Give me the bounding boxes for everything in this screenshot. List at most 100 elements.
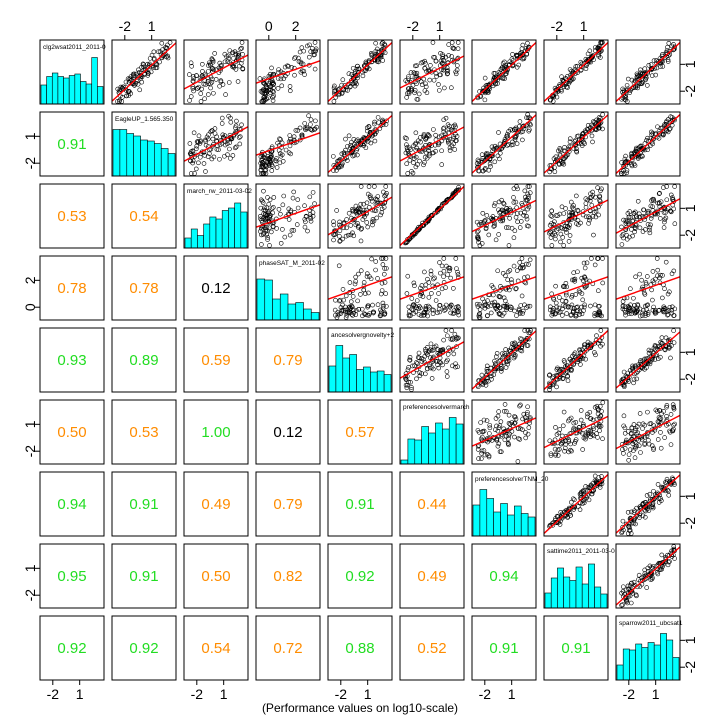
- scatter-point: [365, 224, 371, 230]
- scatter-point: [644, 83, 650, 88]
- scatter-point: [587, 48, 593, 54]
- axis-tick-label: -2: [623, 686, 636, 702]
- scatter-point: [520, 137, 525, 143]
- histogram-bar: [455, 423, 464, 465]
- scatter-point: [411, 143, 416, 149]
- axis-tick-label: 2: [22, 276, 38, 284]
- scatter-point: [648, 66, 654, 72]
- histogram-bar: [514, 505, 522, 537]
- correlation-value: 0.49: [417, 568, 446, 585]
- scatter-point: [445, 333, 450, 339]
- scatter-point: [277, 136, 282, 142]
- panel-r4-c7: [471, 255, 537, 321]
- scatter-point: [220, 134, 226, 140]
- correlation-value: 0.94: [489, 568, 518, 585]
- scatter-point: [421, 134, 426, 140]
- scatter-point: [415, 138, 421, 144]
- scatter-point: [525, 198, 530, 203]
- scatter-point: [233, 51, 239, 57]
- scatter-point: [662, 122, 667, 127]
- scatter-point: [526, 223, 531, 229]
- scatter-point: [558, 239, 563, 245]
- scatter-point: [235, 79, 241, 84]
- scatter-point: [431, 54, 436, 60]
- scatter-point: [127, 76, 133, 82]
- scatter-point: [432, 275, 437, 281]
- scatter-point: [288, 208, 294, 213]
- scatter-point: [621, 164, 627, 169]
- histogram-bar: [594, 586, 602, 609]
- scatter-point: [526, 425, 532, 430]
- scatter-point: [267, 197, 273, 203]
- panel-frame: [183, 183, 249, 249]
- scatter-point: [350, 76, 356, 81]
- scatter-point: [355, 152, 360, 158]
- scatter-point: [219, 121, 225, 126]
- scatter-point: [592, 473, 598, 479]
- scatter-point: [422, 58, 428, 64]
- scatter-point: [574, 148, 579, 154]
- scatter-point: [525, 40, 530, 46]
- scatter-point: [455, 63, 460, 68]
- scatter-point: [657, 59, 663, 64]
- scatter-point: [418, 79, 424, 84]
- scatter-point: [515, 211, 520, 216]
- histogram-bar: [414, 439, 422, 465]
- scatter-point: [263, 167, 269, 173]
- scatter-point: [196, 160, 201, 166]
- fit-line: [327, 42, 393, 102]
- scatter-point: [408, 86, 414, 91]
- scatter-point: [355, 298, 360, 304]
- histogram-bar: [493, 511, 501, 537]
- scatter-point: [384, 118, 390, 124]
- scatter-point: [501, 200, 506, 206]
- panel-frame: [255, 183, 321, 249]
- scatter-point: [635, 199, 641, 204]
- scatter-point: [515, 219, 520, 225]
- scatter-point: [574, 146, 579, 152]
- scatter-point: [265, 156, 271, 162]
- scatter-point: [562, 145, 567, 150]
- scatter-point: [353, 279, 359, 284]
- axis-tick-label: 1: [22, 420, 38, 428]
- panel-r2-c3: [183, 111, 249, 177]
- panel-r8-c5: 0.92: [327, 543, 393, 609]
- scatter-point: [452, 331, 458, 337]
- scatter-point: [413, 130, 419, 136]
- scatter-point: [375, 194, 381, 199]
- scatter-point: [642, 72, 648, 77]
- scatter-point: [492, 358, 497, 364]
- scatter-point: [658, 445, 664, 451]
- scatter-point: [202, 153, 208, 158]
- scatter-point: [659, 552, 665, 558]
- scatter-point: [637, 225, 643, 231]
- scatter-point: [258, 213, 263, 219]
- scatter-point: [515, 186, 520, 192]
- scatter-point: [271, 93, 277, 99]
- scatter-point: [622, 446, 628, 451]
- scatter-point: [366, 205, 372, 210]
- scatter-point: [191, 130, 197, 136]
- scatter-point: [520, 42, 526, 48]
- scatter-point: [304, 125, 310, 130]
- scatter-point: [511, 195, 516, 200]
- scatter-point: [423, 61, 428, 66]
- scatter-point: [663, 335, 669, 341]
- panel-r3-c1: 0.53: [39, 183, 105, 249]
- axis-tick-label: -2: [119, 18, 132, 34]
- axis-tick-label: -2: [191, 686, 204, 702]
- scatter-point: [134, 78, 140, 84]
- scatter-point: [408, 70, 414, 75]
- scatter-point: [348, 215, 354, 221]
- scatter-point: [633, 148, 639, 154]
- scatter-point: [257, 76, 263, 81]
- scatter-point: [366, 124, 372, 129]
- scatter-point: [583, 196, 589, 202]
- scatter-point: [493, 80, 498, 86]
- scatter-point: [305, 228, 310, 234]
- scatter-point: [512, 434, 517, 440]
- scatter-point: [553, 283, 558, 289]
- histogram-bar: [376, 370, 385, 393]
- histogram-bar: [97, 86, 104, 105]
- scatter-point: [283, 73, 288, 79]
